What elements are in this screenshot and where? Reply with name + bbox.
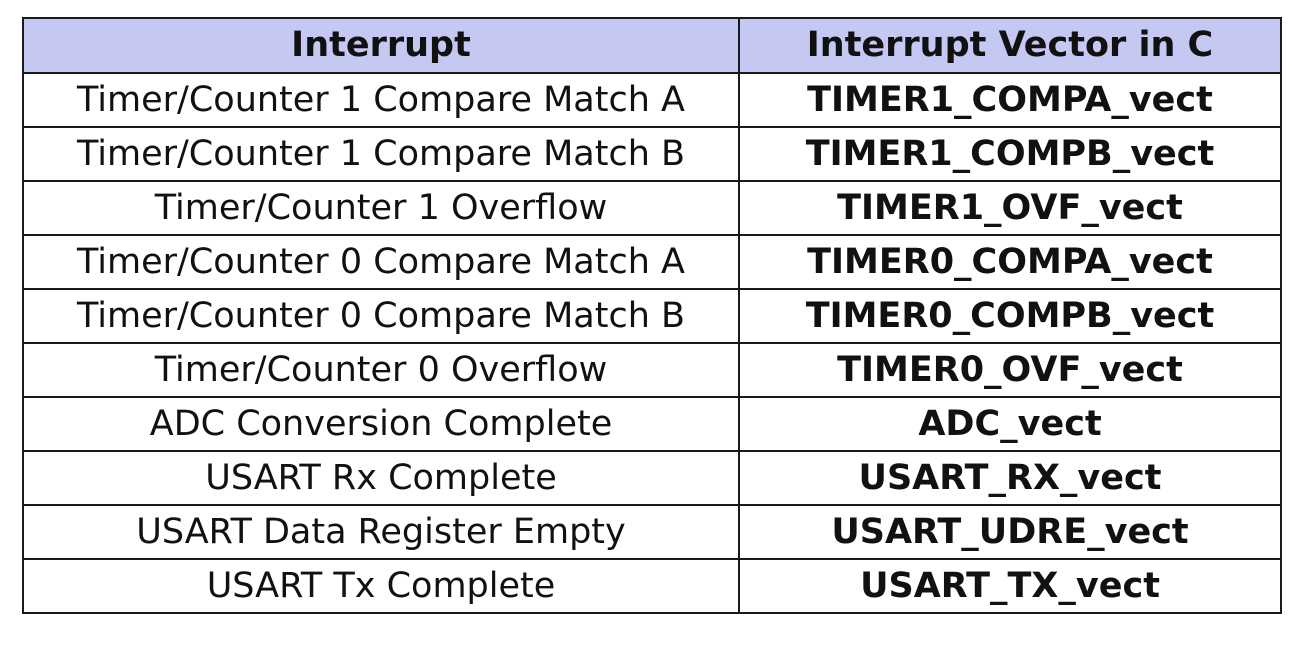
interrupt-name-cell: Timer/Counter 0 Compare Match A [22,234,740,290]
interrupt-name-cell: Timer/Counter 1 Overflow [22,180,740,236]
table-row: Timer/Counter 1 Overflow TIMER1_OVF_vect [22,180,1282,236]
table-body: Timer/Counter 1 Compare Match A TIMER1_C… [22,72,1282,614]
vector-name-cell: TIMER1_COMPA_vect [738,72,1282,128]
interrupt-vector-table: Interrupt Interrupt Vector in C Timer/Co… [22,17,1282,614]
interrupt-name-cell: Timer/Counter 0 Overflow [22,342,740,398]
table-row: Timer/Counter 1 Compare Match B TIMER1_C… [22,126,1282,182]
table-row: Timer/Counter 0 Overflow TIMER0_OVF_vect [22,342,1282,398]
table-row: USART Rx Complete USART_RX_vect [22,450,1282,506]
table-row: USART Data Register Empty USART_UDRE_vec… [22,504,1282,560]
table-row: Timer/Counter 1 Compare Match A TIMER1_C… [22,72,1282,128]
interrupt-name-cell: Timer/Counter 1 Compare Match B [22,126,740,182]
vector-name-cell: USART_RX_vect [738,450,1282,506]
table-row: Timer/Counter 0 Compare Match B TIMER0_C… [22,288,1282,344]
interrupt-name-cell: USART Data Register Empty [22,504,740,560]
header-row: Interrupt Interrupt Vector in C [22,17,1282,74]
vector-name-cell: TIMER0_COMPB_vect [738,288,1282,344]
interrupt-name-cell: USART Tx Complete [22,558,740,614]
vector-name-cell: TIMER0_OVF_vect [738,342,1282,398]
vector-name-cell: USART_TX_vect [738,558,1282,614]
table-header: Interrupt Interrupt Vector in C [22,17,1282,74]
table-container: Interrupt Interrupt Vector in C Timer/Co… [22,17,1282,614]
interrupt-name-cell: ADC Conversion Complete [22,396,740,452]
vector-name-cell: ADC_vect [738,396,1282,452]
vector-name-cell: TIMER0_COMPA_vect [738,234,1282,290]
table-row: USART Tx Complete USART_TX_vect [22,558,1282,614]
column-header-vector: Interrupt Vector in C [738,17,1282,74]
column-header-interrupt: Interrupt [22,17,740,74]
table-row: ADC Conversion Complete ADC_vect [22,396,1282,452]
interrupt-name-cell: Timer/Counter 1 Compare Match A [22,72,740,128]
vector-name-cell: USART_UDRE_vect [738,504,1282,560]
interrupt-name-cell: USART Rx Complete [22,450,740,506]
vector-name-cell: TIMER1_OVF_vect [738,180,1282,236]
table-row: Timer/Counter 0 Compare Match A TIMER0_C… [22,234,1282,290]
vector-name-cell: TIMER1_COMPB_vect [738,126,1282,182]
interrupt-name-cell: Timer/Counter 0 Compare Match B [22,288,740,344]
